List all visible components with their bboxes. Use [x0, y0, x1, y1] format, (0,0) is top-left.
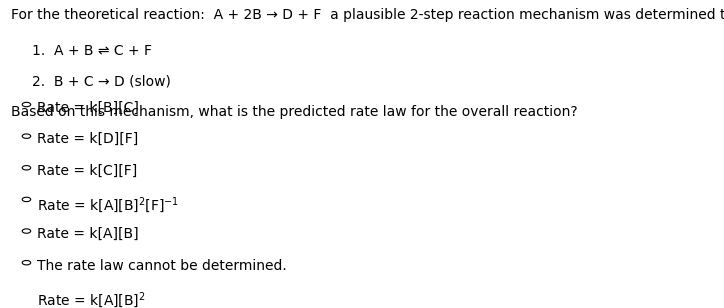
Text: Rate = k[D][F]: Rate = k[D][F]: [37, 132, 138, 146]
Text: For the theoretical reaction:  A + 2B → D + F  a plausible 2-step reaction mecha: For the theoretical reaction: A + 2B → D…: [11, 8, 724, 22]
Text: Rate = k[A][B]: Rate = k[A][B]: [37, 227, 139, 241]
Text: Rate = k[A][B]$^2$[F]$^{-1}$: Rate = k[A][B]$^2$[F]$^{-1}$: [37, 195, 179, 215]
Text: 2.  B + C → D (slow): 2. B + C → D (slow): [32, 74, 171, 88]
Text: Rate = k[C][F]: Rate = k[C][F]: [37, 164, 138, 178]
Text: Rate = k[A][B]$^2$: Rate = k[A][B]$^2$: [37, 290, 146, 308]
Text: 1.  A + B ⇌ C + F: 1. A + B ⇌ C + F: [32, 44, 152, 58]
Text: Based on this mechanism, what is the predicted rate law for the overall reaction: Based on this mechanism, what is the pre…: [11, 104, 577, 119]
Text: Rate = k[B][C]: Rate = k[B][C]: [37, 100, 139, 114]
Text: The rate law cannot be determined.: The rate law cannot be determined.: [37, 259, 287, 273]
